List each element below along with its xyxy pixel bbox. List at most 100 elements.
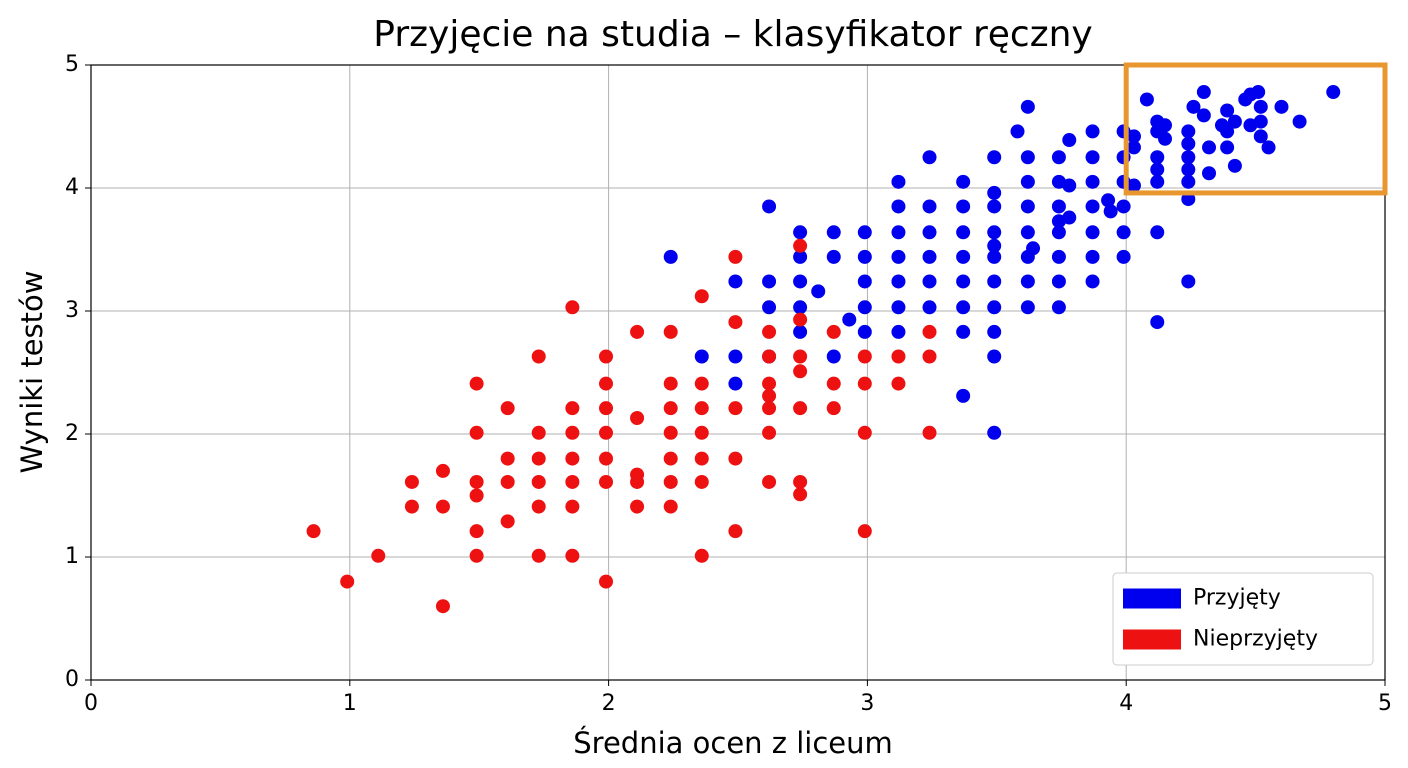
data-point xyxy=(1051,274,1066,289)
data-point xyxy=(922,274,937,289)
data-point xyxy=(857,376,872,391)
data-point xyxy=(826,349,841,364)
data-point xyxy=(826,376,841,391)
data-point xyxy=(1181,162,1196,177)
data-point xyxy=(1251,85,1266,100)
data-point xyxy=(1126,140,1141,155)
data-point xyxy=(891,349,906,364)
data-point xyxy=(469,425,484,440)
data-point xyxy=(694,401,709,416)
data-point xyxy=(922,249,937,264)
data-point xyxy=(565,474,580,489)
data-point xyxy=(1150,162,1165,177)
data-point xyxy=(826,324,841,339)
data-point xyxy=(663,401,678,416)
data-point xyxy=(1101,193,1116,208)
data-point xyxy=(694,349,709,364)
data-point xyxy=(663,451,678,466)
data-point xyxy=(1202,166,1217,181)
data-point xyxy=(728,349,743,364)
data-point xyxy=(793,474,808,489)
data-point xyxy=(793,249,808,264)
data-point xyxy=(1116,225,1131,240)
data-point xyxy=(793,401,808,416)
data-point xyxy=(694,376,709,391)
data-point xyxy=(987,199,1002,214)
data-point xyxy=(762,401,777,416)
data-point xyxy=(891,324,906,339)
y-tick-label: 3 xyxy=(65,298,79,323)
data-point xyxy=(1126,129,1141,144)
data-point xyxy=(1253,99,1268,114)
data-point xyxy=(728,274,743,289)
data-point xyxy=(728,249,743,264)
data-point xyxy=(857,225,872,240)
data-point xyxy=(1202,140,1217,155)
data-point xyxy=(793,364,808,379)
plot-frame xyxy=(90,64,1386,681)
data-point xyxy=(1026,241,1041,256)
data-point xyxy=(1126,178,1141,193)
data-point xyxy=(762,425,777,440)
data-point xyxy=(1181,150,1196,165)
data-point xyxy=(987,300,1002,315)
data-point xyxy=(1051,199,1066,214)
data-point xyxy=(1020,174,1035,189)
data-point xyxy=(987,225,1002,240)
data-point xyxy=(762,349,777,364)
data-point xyxy=(826,249,841,264)
data-point xyxy=(762,388,777,403)
data-point xyxy=(630,411,645,426)
data-point xyxy=(1085,124,1100,139)
data-point xyxy=(1181,192,1196,207)
data-point xyxy=(842,312,857,327)
data-point xyxy=(663,376,678,391)
data-point xyxy=(956,388,971,403)
data-point xyxy=(922,349,937,364)
data-point xyxy=(1051,225,1066,240)
data-point xyxy=(1020,274,1035,289)
data-point xyxy=(1150,225,1165,240)
x-tick-label: 4 xyxy=(1119,691,1133,716)
data-point xyxy=(1220,103,1235,118)
data-point xyxy=(404,499,419,514)
data-point xyxy=(728,376,743,391)
y-tick-label: 5 xyxy=(65,52,79,77)
data-point xyxy=(500,474,515,489)
data-point xyxy=(371,548,386,563)
data-point xyxy=(599,474,614,489)
data-point xyxy=(922,300,937,315)
data-point xyxy=(404,474,419,489)
data-point xyxy=(793,300,808,315)
data-point xyxy=(435,599,450,614)
data-point xyxy=(565,401,580,416)
data-point xyxy=(663,324,678,339)
data-point xyxy=(1085,274,1100,289)
data-point xyxy=(500,401,515,416)
data-point xyxy=(694,548,709,563)
data-point xyxy=(811,284,826,299)
data-point xyxy=(630,474,645,489)
data-point xyxy=(987,349,1002,364)
x-tick-label: 5 xyxy=(1378,691,1392,716)
data-point xyxy=(987,238,1002,253)
data-point xyxy=(1158,118,1173,133)
data-point xyxy=(762,376,777,391)
data-point xyxy=(500,451,515,466)
data-point xyxy=(1051,300,1066,315)
legend-label: Przyjęty xyxy=(1193,586,1281,611)
data-point xyxy=(956,324,971,339)
data-point xyxy=(694,289,709,304)
data-point xyxy=(728,451,743,466)
data-point xyxy=(728,315,743,330)
data-point xyxy=(1062,133,1077,148)
data-point xyxy=(857,349,872,364)
highlight-box xyxy=(1123,62,1388,196)
data-point xyxy=(956,274,971,289)
data-point xyxy=(1062,210,1077,225)
data-point xyxy=(1116,249,1131,264)
chart-title: Przyjęcie na studia – klasyfikator ręczn… xyxy=(373,14,1093,55)
data-point xyxy=(762,199,777,214)
data-point xyxy=(1261,140,1276,155)
data-point xyxy=(1181,124,1196,139)
